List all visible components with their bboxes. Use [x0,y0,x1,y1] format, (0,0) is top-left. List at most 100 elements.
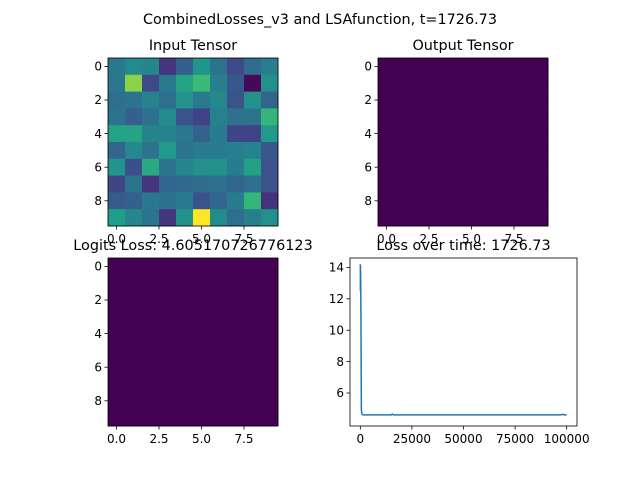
heatmap-cell [244,209,262,227]
heatmap-cell [142,375,160,393]
axes-title: Output Tensor [412,38,513,54]
heatmap-cell [210,125,228,143]
heatmap-cell [244,58,262,76]
heatmap-cell [108,192,126,210]
heatmap-cell [159,325,177,343]
heatmap-cell [395,175,413,193]
loss-series-line [359,264,567,416]
heatmap-cell [429,158,447,176]
heatmap-cell [244,342,262,360]
heatmap-cell [463,58,481,76]
heatmap-cell [244,125,262,143]
axes-title: Logits Loss: 4.605170726776123 [73,238,312,254]
heatmap-cell [125,158,143,176]
heatmap-cell [176,192,194,210]
heatmap-cell [176,108,194,126]
heatmap-cell [125,142,143,160]
heatmap-cell [244,325,262,343]
heatmap-cell [227,158,245,176]
heatmap-cell [210,258,228,276]
heatmap-cell [531,158,549,176]
heatmap-cell [497,209,515,227]
heatmap-cell [176,142,194,160]
heatmap-cell [261,91,279,109]
y-tick-label: 6 [94,360,102,374]
heatmap-cell [159,392,177,410]
heatmap-cell [261,375,279,393]
y-tick-label: 0 [364,60,372,74]
heatmap-cell [125,209,143,227]
heatmap-cell [176,58,194,76]
heatmap-cell [429,58,447,76]
heatmap-cell [108,158,126,176]
heatmap-cell [193,409,211,427]
heatmap-cell [261,325,279,343]
heatmap-cell [463,175,481,193]
heatmap-cell [378,108,396,126]
heatmap-cell [261,291,279,309]
heatmap-cell [108,409,126,427]
heatmap-cell [244,108,262,126]
heatmap-cell [480,192,498,210]
heatmap-cell [261,209,279,227]
y-tick-label: 8 [364,194,372,208]
heatmap-cell [412,91,430,109]
heatmap-cell [480,58,498,76]
heatmap-cell [395,158,413,176]
heatmap-cell [108,258,126,276]
heatmap-cell [446,175,464,193]
heatmap-cell [227,58,245,76]
heatmap-cell [227,108,245,126]
y-tick-label: 10 [329,323,344,337]
heatmap-cell [193,274,211,292]
heatmap-cell [125,358,143,376]
heatmap-cell [193,58,211,76]
heatmap-cell [193,158,211,176]
heatmap-cell [159,175,177,193]
axes-frame [107,257,279,427]
heatmap-cell [244,375,262,393]
heatmap-cell [514,91,532,109]
y-tick-label: 4 [94,127,102,141]
heatmap-cell [176,342,194,360]
heatmap-cell [176,175,194,193]
heatmap-cell [159,209,177,227]
heatmap-cell [446,91,464,109]
heatmap-cell [227,342,245,360]
heatmap-cell [108,308,126,326]
y-tick-label: 2 [94,93,102,107]
heatmap-cell [378,209,396,227]
heatmap-cell [142,74,160,92]
heatmap-cell [244,358,262,376]
heatmap-cell [378,192,396,210]
heatmap-cell [480,91,498,109]
x-tick-label: 5.0 [462,232,481,246]
heatmap-cell [412,58,430,76]
x-tick-label: 0.0 [107,232,126,246]
heatmap-cell [446,192,464,210]
x-tick-label: 2.5 [419,232,438,246]
heatmap-cell [497,58,515,76]
heatmap-cell [210,358,228,376]
heatmap-cell [193,358,211,376]
heatmap-cell [429,209,447,227]
heatmap-cell [227,325,245,343]
heatmap-cell [244,409,262,427]
heatmap-cell [412,192,430,210]
heatmap-cell [244,158,262,176]
heatmap-cell [227,74,245,92]
axes-frame [377,57,549,227]
heatmap-cell [125,375,143,393]
heatmap-cell [244,74,262,92]
heatmap-cell [142,392,160,410]
heatmap-cell [176,358,194,376]
y-tick-label: 6 [336,386,344,400]
heatmap-cell [176,308,194,326]
heatmap-cell [210,91,228,109]
heatmap-cell [514,192,532,210]
heatmap-cell [159,342,177,360]
heatmap-cell [497,192,515,210]
heatmap-cell [108,274,126,292]
heatmap-cell [244,258,262,276]
heatmap-cell [176,274,194,292]
